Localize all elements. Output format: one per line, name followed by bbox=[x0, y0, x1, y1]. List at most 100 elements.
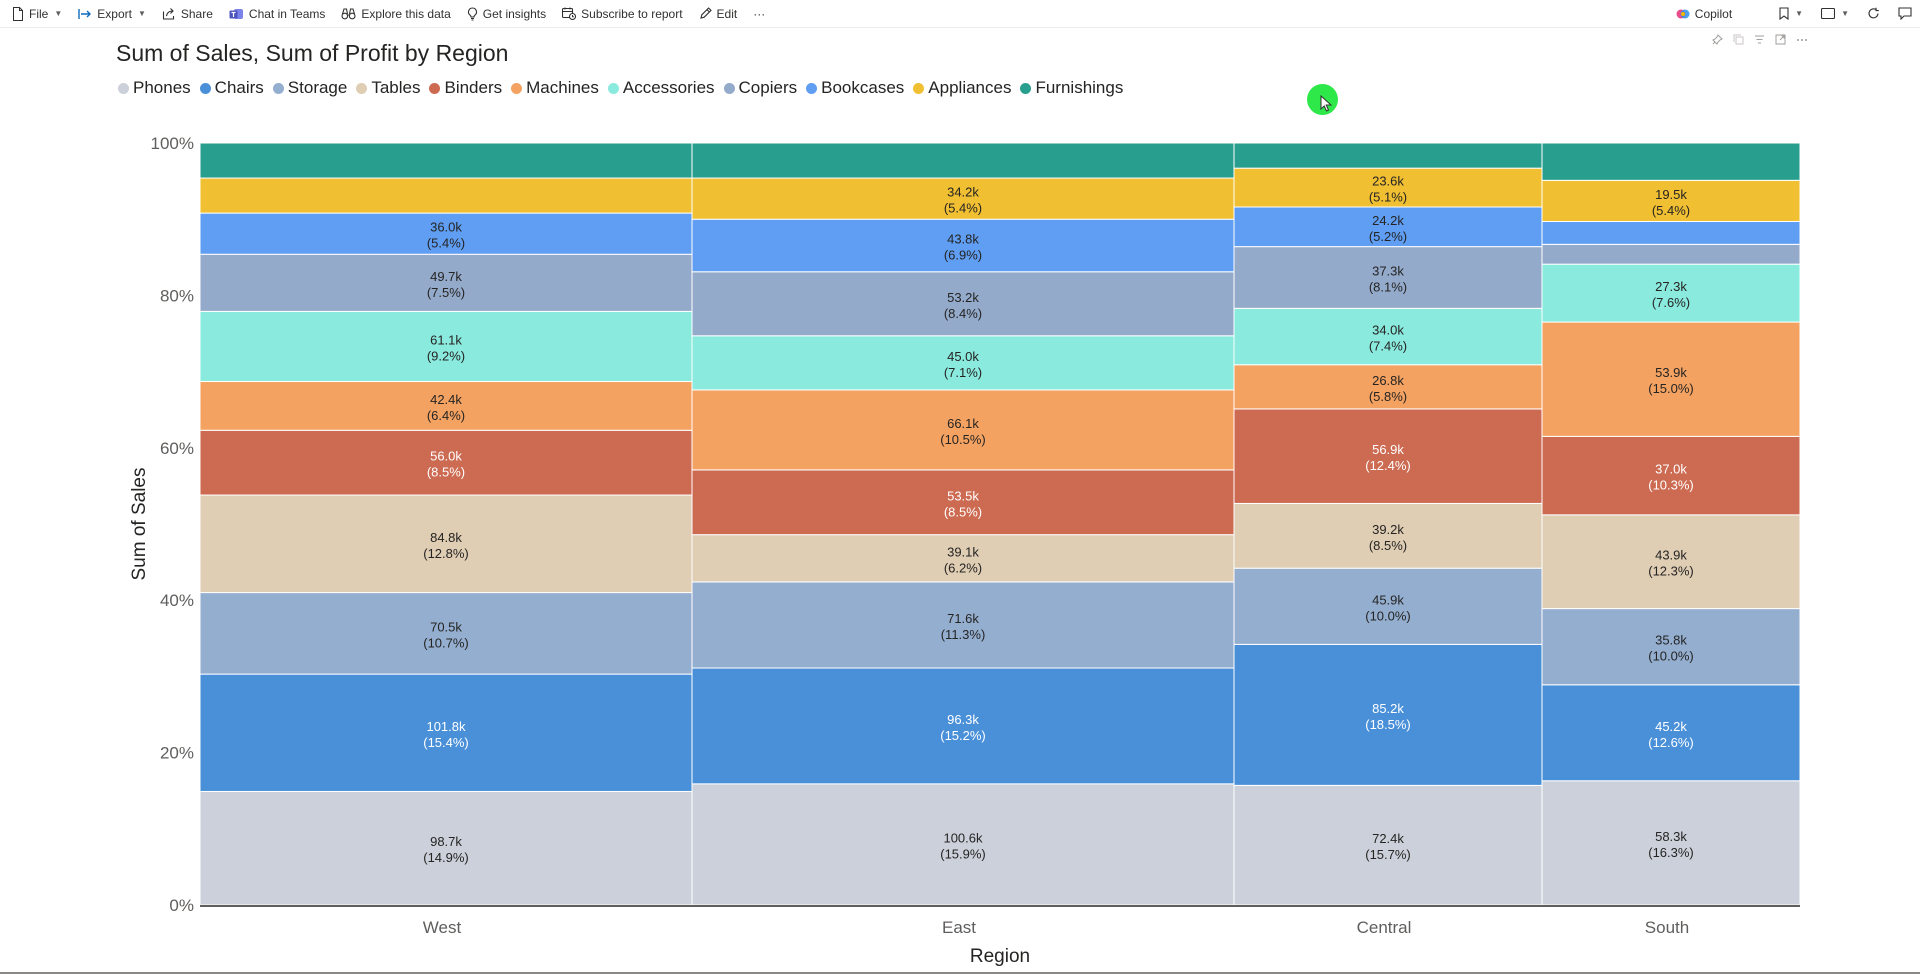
copilot-button[interactable]: Copilot bbox=[1668, 0, 1740, 27]
data-label-value: 42.4k bbox=[430, 392, 462, 407]
bar-segment-bookcases-south bbox=[1541, 220, 1801, 245]
comments-button[interactable] bbox=[1889, 0, 1920, 27]
x-tick-label-central: Central bbox=[1357, 918, 1412, 937]
bar-segment-storage-west bbox=[199, 592, 693, 675]
data-label-percent: (10.5%) bbox=[940, 432, 986, 447]
data-label-value: 49.7k bbox=[430, 269, 462, 284]
data-label-value: 53.9k bbox=[1655, 365, 1687, 380]
data-label-percent: (8.4%) bbox=[944, 306, 982, 321]
bar-segment-copiers-south bbox=[1541, 243, 1801, 265]
share-button[interactable]: Share bbox=[154, 0, 221, 27]
pin-icon[interactable] bbox=[1712, 34, 1723, 45]
data-label-percent: (7.5%) bbox=[427, 285, 465, 300]
data-label-value: 85.2k bbox=[1372, 701, 1404, 716]
data-label-value: 70.5k bbox=[430, 619, 462, 634]
data-label-value: 23.6k bbox=[1372, 174, 1404, 189]
copy-icon[interactable] bbox=[1733, 34, 1744, 45]
legend-item-appliances[interactable]: Appliances bbox=[913, 78, 1011, 98]
legend-marker bbox=[607, 82, 619, 94]
data-label-value: 35.8k bbox=[1655, 633, 1687, 648]
view-button[interactable]: ▼ bbox=[1812, 0, 1858, 27]
binoculars-icon bbox=[341, 7, 356, 19]
bar-segment-chairs-east bbox=[691, 667, 1235, 785]
comment-icon bbox=[1898, 7, 1912, 20]
file-menu[interactable]: File ▼ bbox=[4, 0, 70, 27]
y-tick-label: 100% bbox=[151, 134, 194, 153]
bar-segment-chairs-central bbox=[1233, 643, 1543, 786]
data-label-percent: (5.8%) bbox=[1369, 389, 1407, 404]
data-label-value: 61.1k bbox=[430, 332, 462, 347]
export-icon bbox=[78, 8, 92, 19]
y-tick-label: 80% bbox=[160, 286, 194, 305]
data-label-value: 53.2k bbox=[947, 290, 979, 305]
edit-button[interactable]: Edit bbox=[691, 0, 746, 27]
bar-segment-appliances-west bbox=[199, 177, 693, 214]
copilot-icon bbox=[1676, 9, 1690, 18]
refresh-button[interactable] bbox=[1858, 0, 1889, 27]
export-menu[interactable]: Export ▼ bbox=[70, 0, 154, 27]
data-label-percent: (9.2%) bbox=[427, 348, 465, 363]
data-label-value: 37.3k bbox=[1372, 263, 1404, 278]
legend-label: Storage bbox=[287, 78, 348, 97]
bar-segment-phones-central bbox=[1233, 784, 1543, 906]
legend-item-copiers[interactable]: Copiers bbox=[723, 78, 797, 98]
legend-item-furnishings[interactable]: Furnishings bbox=[1020, 78, 1123, 98]
data-label-percent: (8.1%) bbox=[1369, 279, 1407, 294]
data-label-value: 19.5k bbox=[1655, 187, 1687, 202]
legend-item-machines[interactable]: Machines bbox=[511, 78, 599, 98]
legend-marker bbox=[806, 82, 818, 94]
data-label-percent: (10.0%) bbox=[1648, 649, 1694, 664]
data-label-value: 26.8k bbox=[1372, 373, 1404, 388]
data-label-percent: (15.0%) bbox=[1648, 381, 1694, 396]
legend-item-binders[interactable]: Binders bbox=[429, 78, 502, 98]
data-label-percent: (10.3%) bbox=[1648, 478, 1694, 493]
filter-icon[interactable] bbox=[1754, 34, 1765, 45]
x-axis-title: Region bbox=[970, 946, 1030, 967]
y-tick-label: 20% bbox=[160, 744, 194, 763]
legend-item-bookcases[interactable]: Bookcases bbox=[806, 78, 904, 98]
chevron-down-icon: ▼ bbox=[1795, 9, 1804, 18]
chat-in-teams-button[interactable]: Chat in Teams bbox=[221, 0, 333, 27]
data-label-value: 43.9k bbox=[1655, 548, 1687, 563]
data-label-percent: (12.3%) bbox=[1648, 564, 1694, 579]
more-options-button[interactable]: ··· bbox=[745, 0, 773, 27]
legend-item-tables[interactable]: Tables bbox=[356, 78, 420, 98]
x-tick-label-south: South bbox=[1645, 918, 1689, 937]
more-options-icon[interactable] bbox=[1796, 38, 1808, 42]
focus-mode-icon[interactable] bbox=[1775, 34, 1786, 45]
legend-item-storage[interactable]: Storage bbox=[272, 78, 348, 98]
data-label-value: 45.2k bbox=[1655, 719, 1687, 734]
subscribe-button[interactable]: Subscribe to report bbox=[554, 0, 690, 27]
get-insights-button[interactable]: Get insights bbox=[459, 0, 554, 27]
data-label-percent: (6.2%) bbox=[944, 560, 982, 575]
bar-segment-tables-south bbox=[1541, 514, 1801, 610]
legend-marker bbox=[118, 82, 129, 94]
data-label-value: 66.1k bbox=[947, 416, 979, 431]
legend-item-phones[interactable]: Phones bbox=[118, 78, 191, 98]
bar-segment-binders-east bbox=[691, 469, 1235, 536]
data-label-value: 58.3k bbox=[1655, 829, 1687, 844]
data-label-value: 100.6k bbox=[943, 830, 983, 845]
data-label-percent: (18.5%) bbox=[1365, 717, 1411, 732]
legend-item-chairs[interactable]: Chairs bbox=[199, 78, 264, 98]
chevron-down-icon: ▼ bbox=[1841, 9, 1849, 18]
data-label-value: 53.5k bbox=[947, 488, 979, 503]
data-label-percent: (8.5%) bbox=[944, 504, 982, 519]
legend-marker bbox=[199, 82, 211, 94]
data-label-percent: (5.4%) bbox=[944, 201, 982, 216]
legend-item-accessories[interactable]: Accessories bbox=[607, 78, 715, 98]
bookmark-button[interactable]: ▼ bbox=[1770, 0, 1812, 27]
data-label-percent: (8.5%) bbox=[427, 465, 465, 480]
data-label-value: 45.0k bbox=[947, 349, 979, 364]
data-label-percent: (14.9%) bbox=[423, 850, 469, 865]
legend-label: Appliances bbox=[928, 78, 1012, 97]
legend-marker bbox=[429, 82, 441, 94]
bar-segment-storage-east bbox=[691, 581, 1235, 669]
refresh-icon bbox=[1868, 7, 1879, 19]
legend-marker bbox=[913, 82, 925, 94]
data-label-value: 43.8k bbox=[947, 231, 979, 246]
data-label-value: 36.0k bbox=[430, 220, 462, 235]
explore-data-button[interactable]: Explore this data bbox=[333, 0, 458, 27]
data-label-value: 37.0k bbox=[1655, 462, 1687, 477]
action-bar-left: File ▼ Export ▼ Share Chat in Teams Expl… bbox=[0, 0, 773, 27]
